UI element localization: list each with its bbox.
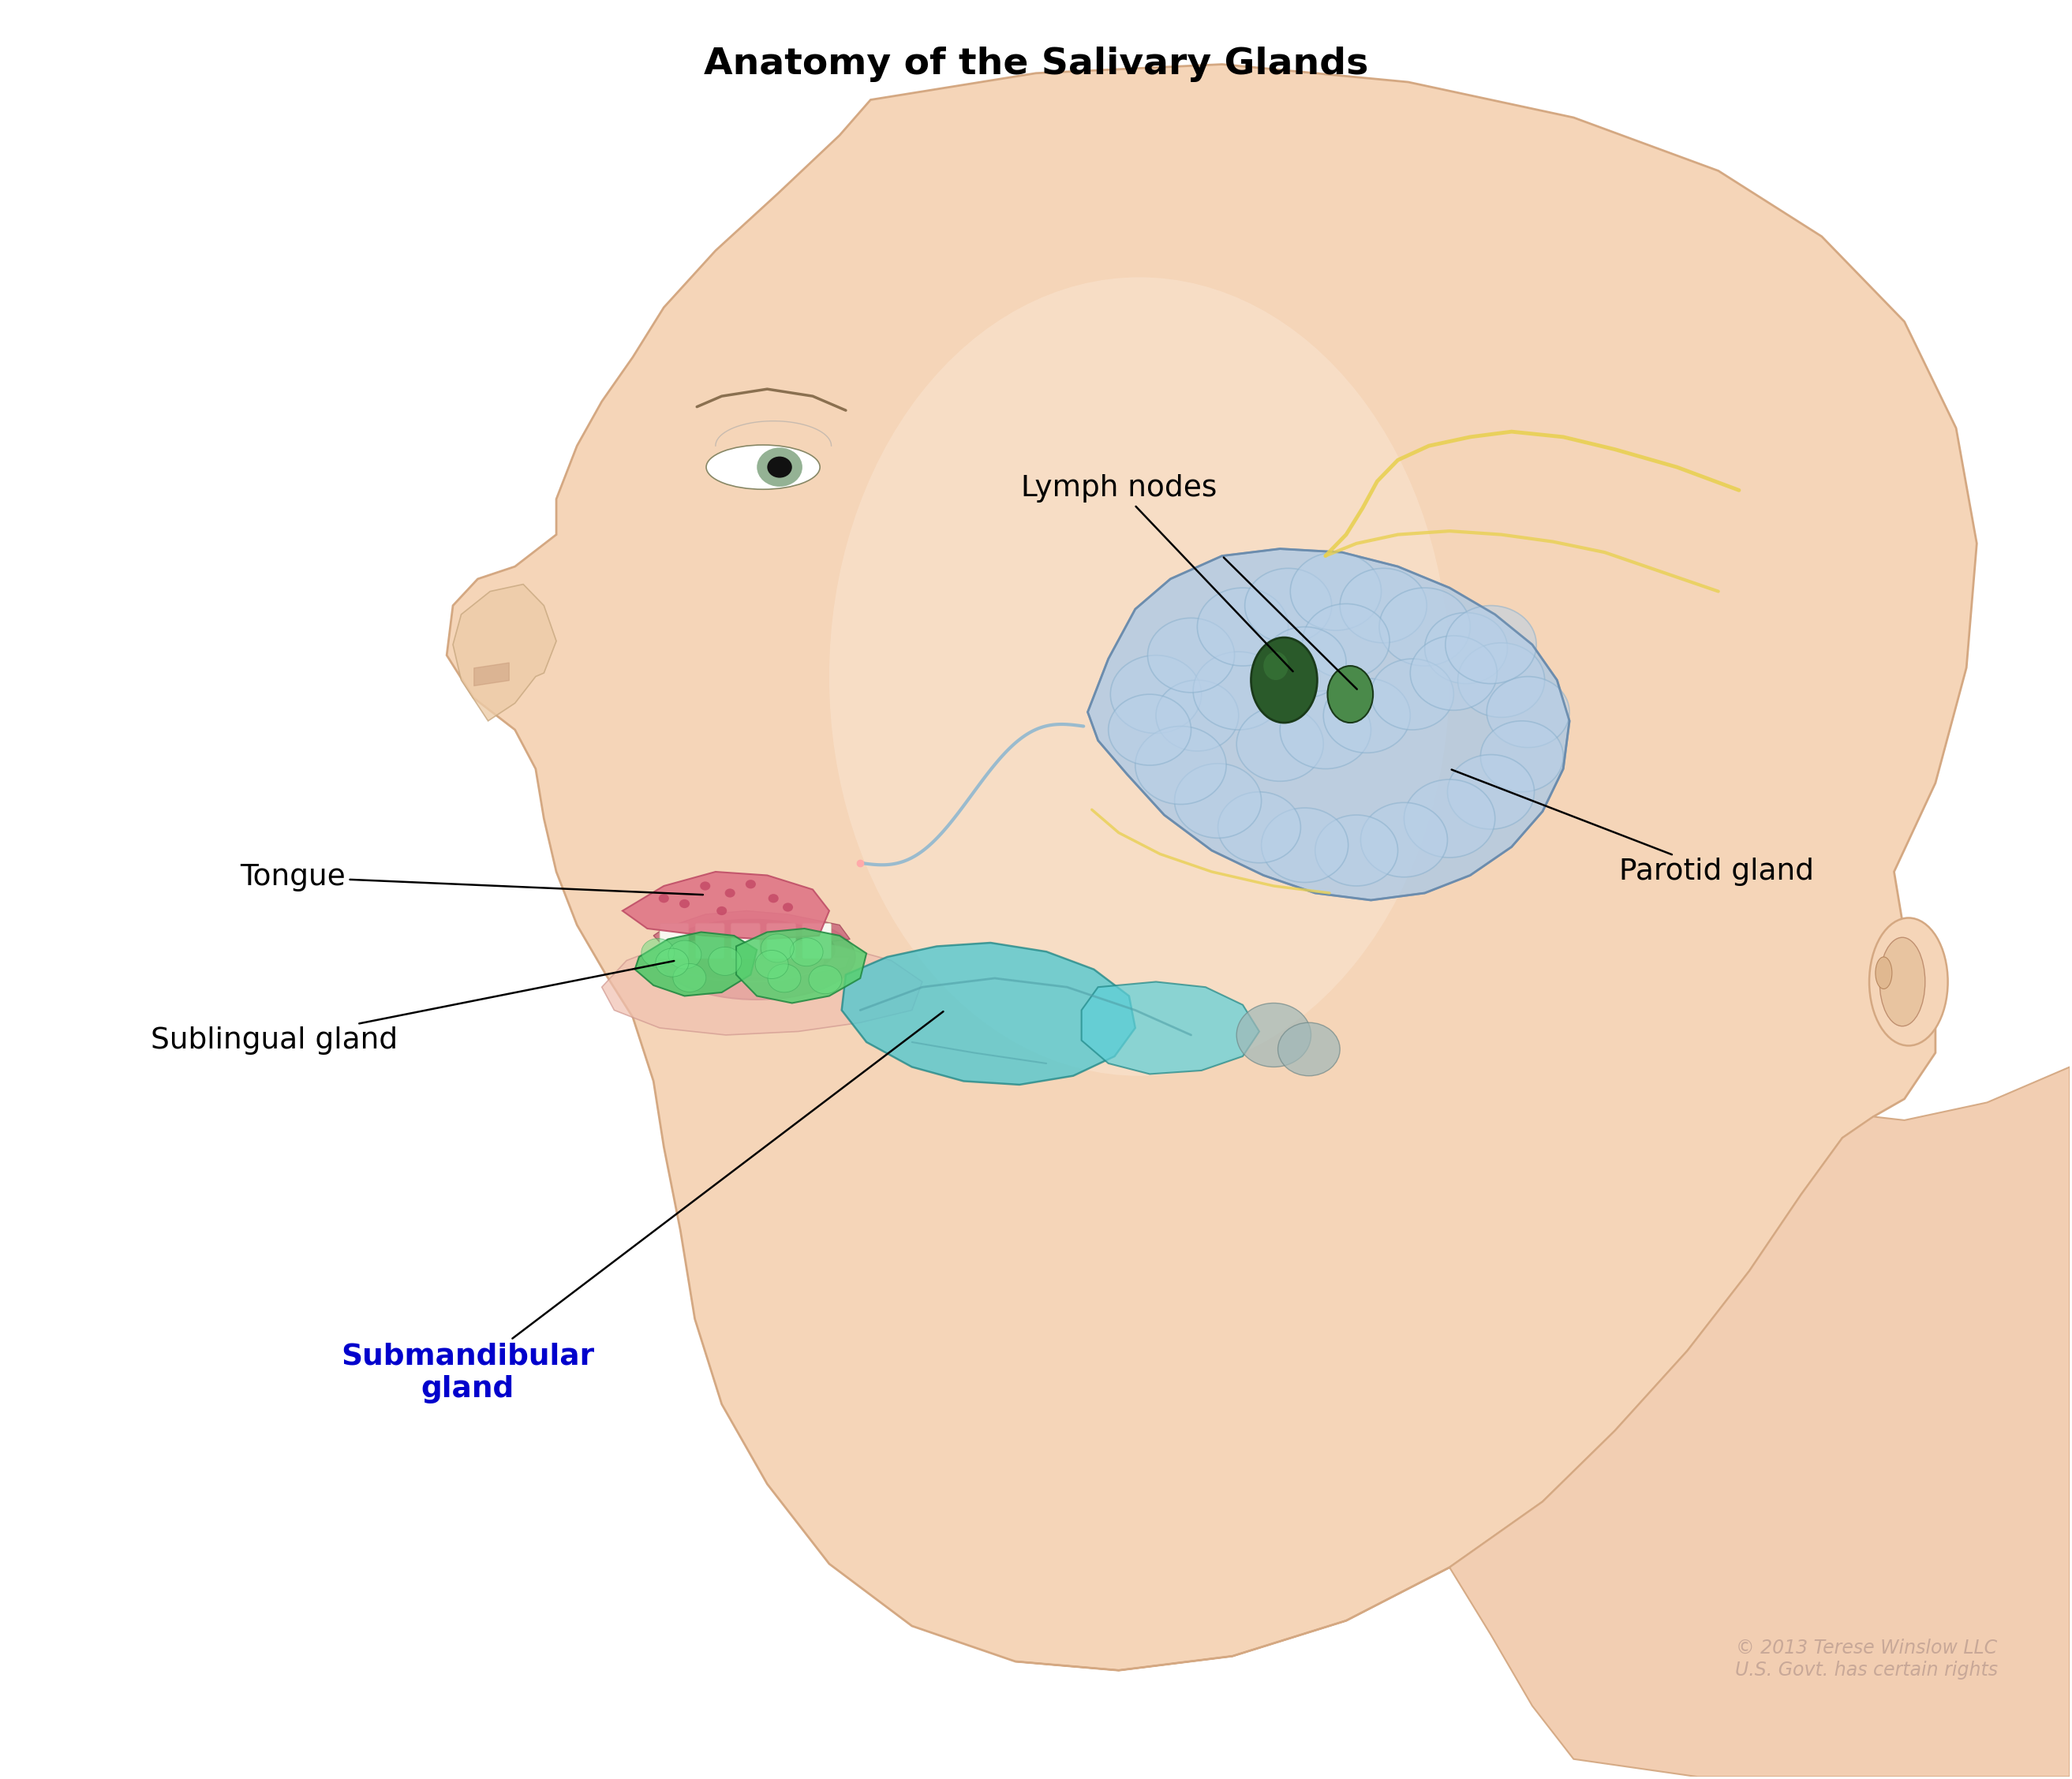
Polygon shape <box>448 64 1977 1670</box>
Text: Tongue: Tongue <box>240 863 702 895</box>
Ellipse shape <box>1879 938 1925 1026</box>
Circle shape <box>1198 587 1289 665</box>
FancyBboxPatch shape <box>767 923 796 959</box>
Circle shape <box>1372 658 1455 729</box>
Polygon shape <box>659 957 850 978</box>
Circle shape <box>1411 635 1498 710</box>
Circle shape <box>1193 651 1285 729</box>
Circle shape <box>1303 603 1390 678</box>
Circle shape <box>1459 642 1544 717</box>
Ellipse shape <box>1869 918 1948 1046</box>
Ellipse shape <box>1328 665 1374 722</box>
Ellipse shape <box>707 445 821 489</box>
Circle shape <box>760 934 794 962</box>
Circle shape <box>700 882 711 890</box>
Circle shape <box>1109 694 1191 765</box>
Text: © 2013 Terese Winslow LLC
U.S. Govt. has certain rights: © 2013 Terese Winslow LLC U.S. Govt. has… <box>1734 1638 1997 1679</box>
Circle shape <box>673 964 707 993</box>
Ellipse shape <box>1264 651 1289 680</box>
Text: Submandibular
gland: Submandibular gland <box>340 1012 943 1404</box>
Circle shape <box>1316 815 1399 886</box>
Circle shape <box>769 964 800 993</box>
Circle shape <box>756 448 802 487</box>
Circle shape <box>669 941 700 970</box>
Ellipse shape <box>659 914 856 1000</box>
Ellipse shape <box>829 278 1450 1076</box>
Circle shape <box>1448 754 1533 829</box>
Circle shape <box>725 890 736 897</box>
Circle shape <box>1245 568 1332 642</box>
Circle shape <box>1426 612 1508 683</box>
Text: Sublingual gland: Sublingual gland <box>151 961 673 1055</box>
Polygon shape <box>1088 548 1569 900</box>
Polygon shape <box>841 943 1135 1085</box>
Circle shape <box>783 902 794 911</box>
FancyBboxPatch shape <box>802 923 831 959</box>
Circle shape <box>1218 792 1301 863</box>
Circle shape <box>717 906 727 914</box>
Circle shape <box>1361 802 1448 877</box>
Circle shape <box>1481 720 1562 792</box>
Circle shape <box>1175 763 1262 838</box>
Text: Anatomy of the Salivary Glands: Anatomy of the Salivary Glands <box>704 46 1368 82</box>
Text: Parotid gland: Parotid gland <box>1452 770 1813 886</box>
Circle shape <box>1148 617 1235 692</box>
FancyBboxPatch shape <box>659 923 688 959</box>
Circle shape <box>1380 587 1471 665</box>
Circle shape <box>1237 706 1324 781</box>
FancyBboxPatch shape <box>731 923 760 959</box>
Polygon shape <box>653 911 850 950</box>
Polygon shape <box>601 936 922 1035</box>
Ellipse shape <box>669 938 825 982</box>
Circle shape <box>756 950 787 978</box>
Circle shape <box>789 938 823 966</box>
Text: Lymph nodes: Lymph nodes <box>1021 475 1293 671</box>
Circle shape <box>659 893 669 902</box>
Circle shape <box>1111 655 1202 733</box>
Circle shape <box>642 939 673 966</box>
Circle shape <box>1264 626 1347 697</box>
Circle shape <box>1280 690 1372 769</box>
Ellipse shape <box>665 918 835 980</box>
Circle shape <box>746 881 756 890</box>
Polygon shape <box>454 584 555 720</box>
Circle shape <box>680 898 690 907</box>
Circle shape <box>808 966 841 994</box>
Circle shape <box>1405 779 1496 857</box>
Polygon shape <box>634 932 756 996</box>
Polygon shape <box>622 872 829 939</box>
Ellipse shape <box>1875 957 1892 989</box>
Circle shape <box>1237 1003 1312 1067</box>
Circle shape <box>769 893 779 902</box>
Circle shape <box>1156 680 1239 751</box>
Circle shape <box>1488 676 1569 747</box>
Circle shape <box>709 946 742 975</box>
Circle shape <box>1278 1023 1341 1076</box>
Circle shape <box>1262 808 1349 882</box>
Circle shape <box>1341 568 1428 642</box>
FancyBboxPatch shape <box>696 923 725 959</box>
Polygon shape <box>1082 982 1260 1075</box>
Circle shape <box>1324 678 1411 753</box>
Polygon shape <box>736 929 866 1003</box>
Circle shape <box>767 457 792 479</box>
Polygon shape <box>1015 1067 2070 1777</box>
Circle shape <box>1135 726 1227 804</box>
Circle shape <box>1446 605 1535 683</box>
Circle shape <box>655 948 688 977</box>
Circle shape <box>1291 551 1382 630</box>
Ellipse shape <box>1251 637 1318 722</box>
